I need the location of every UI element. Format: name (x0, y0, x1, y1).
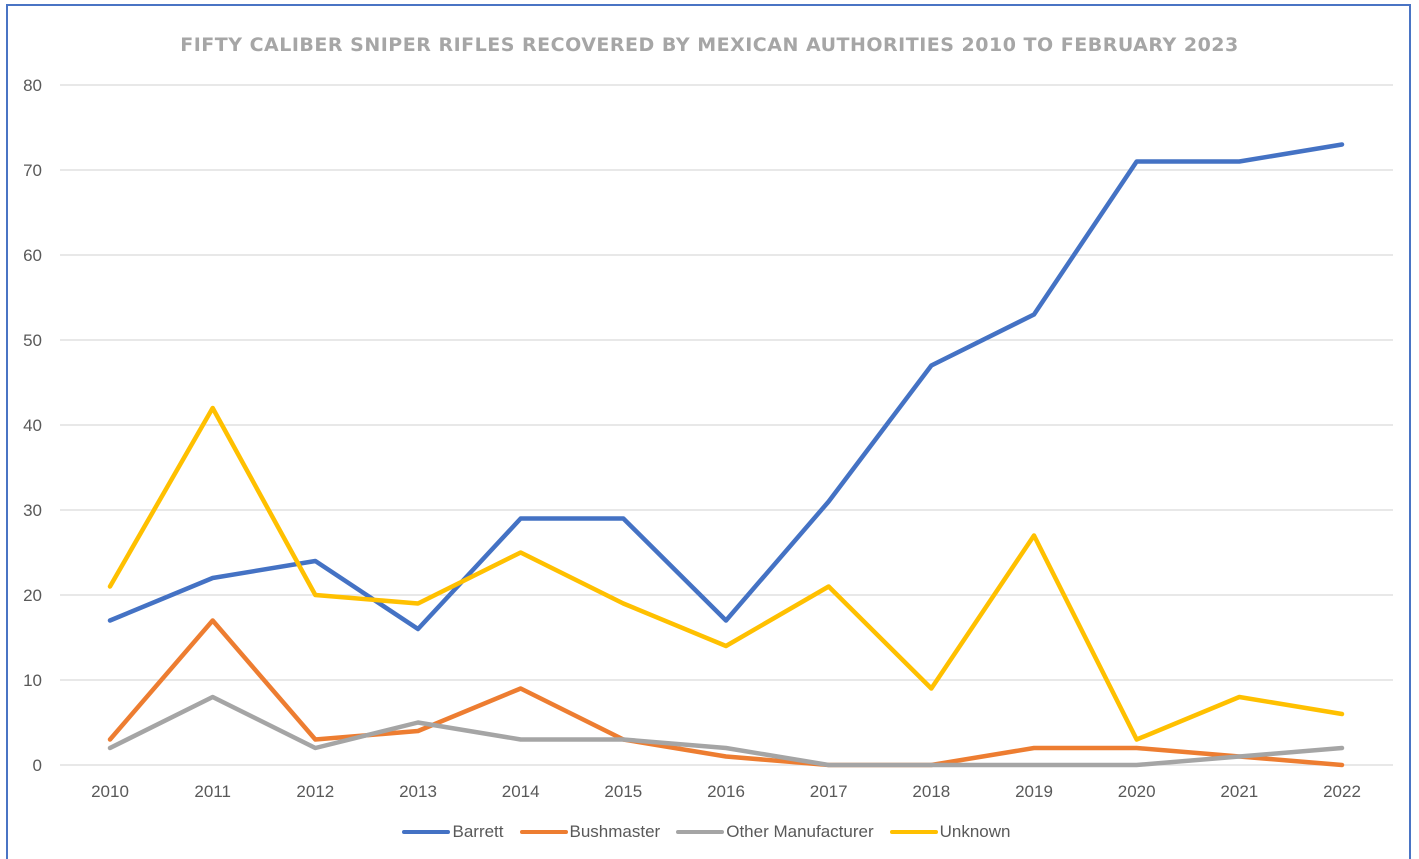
legend-label: Bushmaster (569, 822, 661, 841)
y-tick-label: 60 (23, 246, 42, 265)
legend-label: Unknown (939, 822, 1011, 841)
x-tick-label: 2022 (1323, 782, 1361, 801)
y-tick-label: 50 (23, 331, 42, 350)
y-axis-ticks: 0 10 20 30 40 50 60 70 80 (23, 76, 42, 775)
x-tick-label: 2012 (296, 782, 334, 801)
x-tick-label: 2021 (1220, 782, 1258, 801)
legend-item: Bushmaster (519, 822, 661, 842)
y-tick-label: 0 (33, 756, 42, 775)
y-tick-label: 10 (23, 671, 42, 690)
x-tick-label: 2011 (194, 782, 231, 801)
legend-label: Other Manufacturer (726, 822, 874, 841)
y-tick-label: 70 (23, 161, 42, 180)
legend-label: Barrett (452, 822, 504, 841)
x-tick-label: 2019 (1015, 782, 1053, 801)
x-tick-label: 2018 (912, 782, 950, 801)
x-tick-label: 2016 (707, 782, 745, 801)
x-tick-label: 2010 (91, 782, 129, 801)
chart-frame (6, 4, 1411, 859)
x-tick-label: 2020 (1118, 782, 1156, 801)
x-axis-ticks: 2010 2011 2012 2013 2014 2015 2016 2017 2018 2019… (91, 782, 1361, 801)
legend-item: Unknown (889, 822, 1011, 842)
y-tick-label: 80 (23, 76, 42, 95)
series-line-unknown (107, 405, 1345, 742)
x-tick-label: 2017 (810, 782, 848, 801)
chart-title: FIFTY CALIBER SNIPER RIFLES RECOVERED BY… (180, 34, 1239, 56)
legend-item: Barrett (402, 822, 504, 842)
legend-item: Other Manufacturer (676, 822, 874, 842)
legend-swatch (889, 830, 938, 834)
x-tick-label: 2013 (399, 782, 437, 801)
gridlines (60, 84, 1393, 766)
x-tick-label: 2015 (604, 782, 642, 801)
legend-swatch (402, 830, 451, 834)
series-line-bushmaster (107, 618, 1345, 768)
y-tick-label: 20 (23, 586, 42, 605)
y-tick-label: 40 (23, 416, 42, 435)
series-lines (107, 142, 1345, 768)
legend-swatch (519, 830, 568, 834)
legend-swatch (676, 830, 725, 834)
x-tick-label: 2014 (502, 782, 540, 801)
legend: Barrett Bushmaster Other Manufacturer Unkno… (0, 822, 1419, 842)
y-tick-label: 30 (23, 501, 42, 520)
